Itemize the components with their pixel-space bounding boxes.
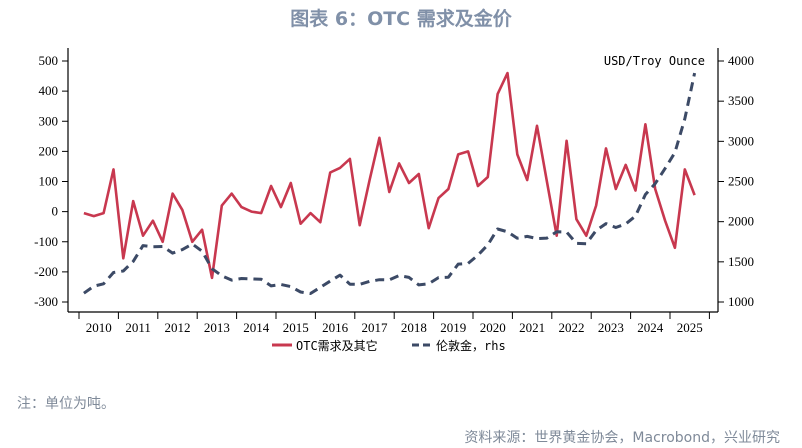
note: 注：单位为吨。	[17, 396, 115, 412]
x-tick-label: 2018	[401, 320, 427, 335]
x-tick-label: 2020	[480, 320, 506, 335]
legend-label-1: 伦敦金，rhs	[436, 338, 506, 353]
right-tick-label: 1000	[728, 294, 754, 309]
left-tick-label: 0	[52, 204, 59, 219]
x-tick-label: 2010	[86, 320, 112, 335]
x-tick-label: 2012	[165, 320, 191, 335]
left-tick-label: 300	[39, 113, 59, 128]
series-lines	[83, 71, 697, 295]
left-tick-label: 400	[39, 83, 59, 98]
x-tick-label: 2019	[440, 320, 466, 335]
right-tick-label: 2500	[728, 174, 754, 189]
legend: OTC需求及其它 伦敦金，rhs	[272, 338, 506, 353]
x-tick-label: 2021	[519, 320, 545, 335]
right-tick-label: 3500	[728, 93, 754, 108]
x-tick-label: 2025	[677, 320, 703, 335]
left-tick-label: 100	[39, 174, 59, 189]
left-tick-label: 500	[39, 53, 59, 68]
source: 资料来源：世界黄金协会，Macrobond，兴业研究	[464, 430, 780, 446]
x-tick-label: 2013	[204, 320, 230, 335]
x-tick-label: 2014	[243, 320, 270, 335]
right-axis-unit-label: USD/Troy Ounce	[604, 54, 705, 68]
right-tick-label: 3000	[728, 133, 754, 148]
left-tick-label: 200	[39, 143, 59, 158]
chart-title: 图表 6：OTC 需求及金价	[290, 8, 512, 30]
series-line-1	[83, 72, 697, 295]
x-tick-label: 2023	[598, 320, 624, 335]
series-line-0	[83, 71, 696, 280]
x-tick-label: 2011	[125, 320, 151, 335]
x-tick-label: 2022	[559, 320, 585, 335]
x-tick-label: 2024	[637, 320, 664, 335]
right-tick-label: 4000	[728, 53, 754, 68]
x-tick-label: 2015	[283, 320, 309, 335]
right-tick-label: 2000	[728, 214, 754, 229]
left-tick-label: -200	[34, 264, 58, 279]
x-tick-label: 2017	[362, 320, 389, 335]
x-tick-label: 2016	[322, 320, 349, 335]
legend-label-0: OTC需求及其它	[296, 338, 378, 353]
left-tick-label: -300	[34, 294, 58, 309]
right-tick-label: 1500	[728, 254, 754, 269]
axes: 5004003002001000-100-200-300400035003000…	[34, 48, 754, 335]
left-tick-label: -100	[34, 234, 58, 249]
